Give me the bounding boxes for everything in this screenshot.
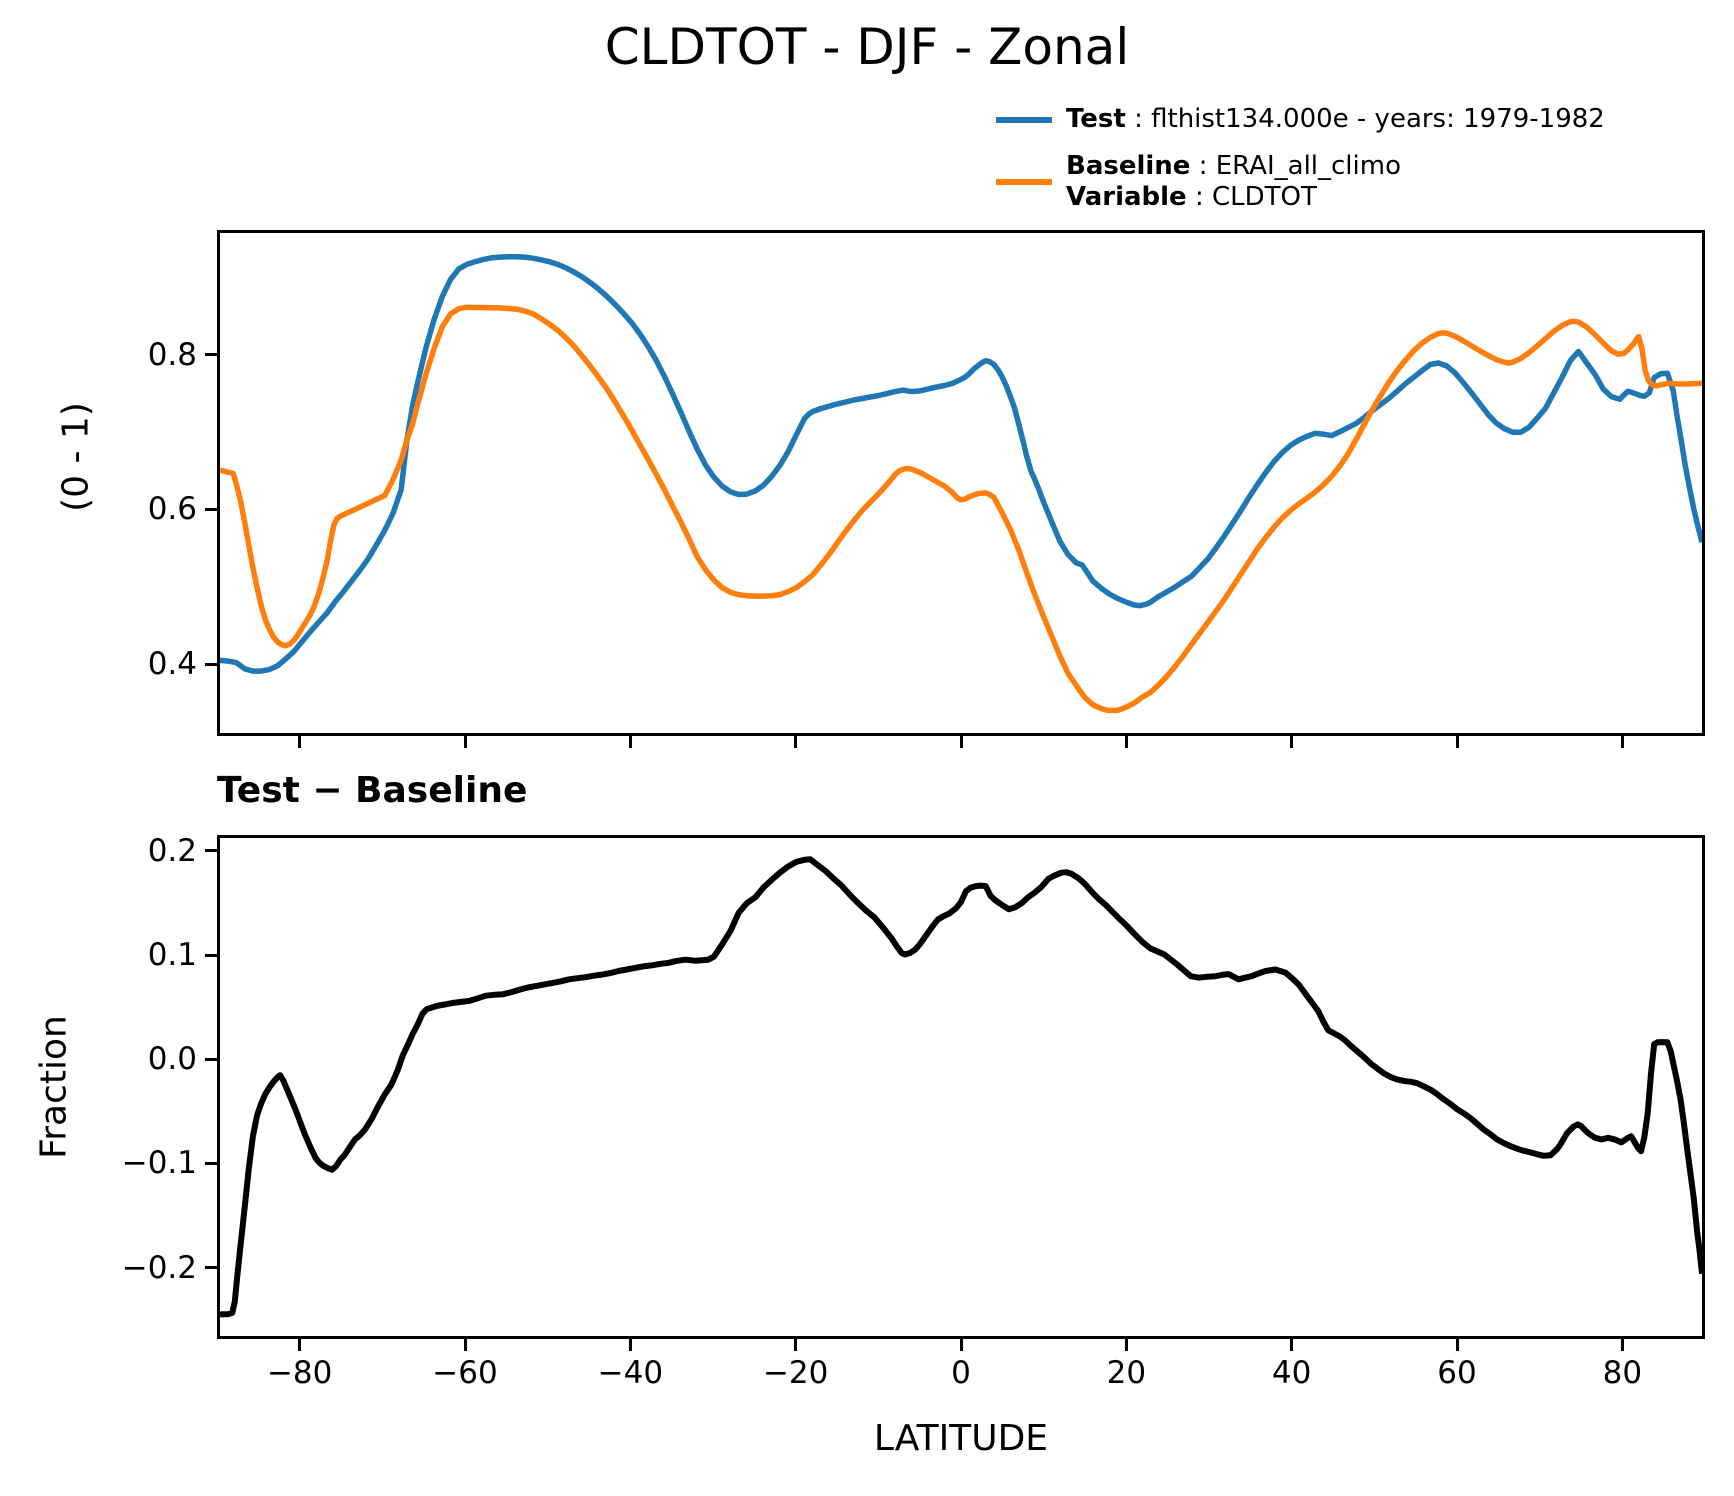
x-tick xyxy=(298,736,302,748)
y-tick-label: 0.0 xyxy=(147,1041,197,1078)
test-line xyxy=(220,253,1702,674)
x-tick xyxy=(1620,1339,1624,1351)
bottom-y-axis-label: Fraction xyxy=(33,1015,75,1159)
y-tick-label: 0.2 xyxy=(147,832,197,869)
x-tick xyxy=(628,736,632,748)
y-tick xyxy=(205,953,217,957)
x-tick-label: −60 xyxy=(432,1355,498,1391)
x-tick xyxy=(1455,736,1459,748)
x-tick xyxy=(794,736,798,748)
y-tick-label: 0.6 xyxy=(147,491,197,528)
x-tick xyxy=(959,1339,963,1351)
x-tick xyxy=(1290,1339,1294,1351)
x-tick xyxy=(298,1339,302,1351)
legend-label-baseline-name: Baseline xyxy=(1066,151,1191,181)
x-tick-label: 40 xyxy=(1271,1355,1312,1391)
legend-label-baseline-line: Baseline : ERAI_all_climo xyxy=(1066,151,1401,182)
x-tick xyxy=(1124,736,1128,748)
baseline-line xyxy=(220,304,1702,714)
x-tick xyxy=(1620,736,1624,748)
x-tick-label: −80 xyxy=(266,1355,333,1391)
x-tick xyxy=(959,736,963,748)
y-tick-label: −0.1 xyxy=(121,1145,197,1182)
legend-entry-baseline: Baseline : ERAI_all_climo Variable : CLD… xyxy=(996,151,1605,213)
x-tick-label: 80 xyxy=(1602,1355,1643,1391)
x-tick-label: 0 xyxy=(951,1355,971,1391)
x-tick xyxy=(1124,1339,1128,1351)
y-tick-label: −0.2 xyxy=(121,1249,197,1286)
test-baseline-line xyxy=(220,856,1702,1318)
legend-label-test: Test : flthist134.000e - years: 1979-198… xyxy=(1066,104,1605,135)
legend: Test : flthist134.000e - years: 1979-198… xyxy=(996,104,1605,213)
legend-label-test-name: Test xyxy=(1066,104,1126,134)
y-tick xyxy=(205,507,217,511)
legend-label-variable-name: Variable xyxy=(1066,182,1187,212)
y-tick-label: 0.4 xyxy=(147,646,197,683)
x-tick xyxy=(794,1339,798,1351)
legend-entry-test: Test : flthist134.000e - years: 1979-198… xyxy=(996,104,1605,135)
y-tick-label: 0.1 xyxy=(147,937,197,974)
legend-label-test-value: : flthist134.000e - years: 1979-1982 xyxy=(1125,104,1605,134)
y-tick xyxy=(205,1057,217,1061)
legend-label-variable-value: : CLDTOT xyxy=(1186,182,1317,212)
y-tick xyxy=(205,662,217,666)
x-tick xyxy=(1455,1339,1459,1351)
y-tick xyxy=(205,353,217,357)
bottom-plot-title: Test − Baseline xyxy=(217,770,528,811)
bottom-axes xyxy=(217,835,1705,1339)
legend-label-variable-line: Variable : CLDTOT xyxy=(1066,182,1401,213)
x-tick xyxy=(463,1339,467,1351)
y-tick xyxy=(205,1161,217,1165)
legend-label-baseline: Baseline : ERAI_all_climo Variable : CLD… xyxy=(1066,151,1401,213)
x-tick-label: 60 xyxy=(1437,1355,1477,1391)
x-axis-label: LATITUDE xyxy=(873,1418,1049,1459)
x-tick-label: 20 xyxy=(1106,1355,1147,1391)
x-tick-label: −20 xyxy=(762,1355,829,1391)
test-line-swatch xyxy=(996,116,1052,123)
x-tick xyxy=(1290,736,1294,748)
x-tick xyxy=(463,736,467,748)
page-title: CLDTOT - DJF - Zonal xyxy=(604,18,1130,76)
y-tick-label: 0.8 xyxy=(147,336,197,373)
top-axes xyxy=(217,230,1705,736)
y-tick xyxy=(205,1266,217,1270)
x-tick-label: −40 xyxy=(597,1355,664,1391)
legend-label-baseline-value: : ERAI_all_climo xyxy=(1190,151,1401,181)
y-tick xyxy=(205,849,217,853)
x-tick xyxy=(628,1339,632,1351)
baseline-line-swatch xyxy=(996,179,1052,185)
